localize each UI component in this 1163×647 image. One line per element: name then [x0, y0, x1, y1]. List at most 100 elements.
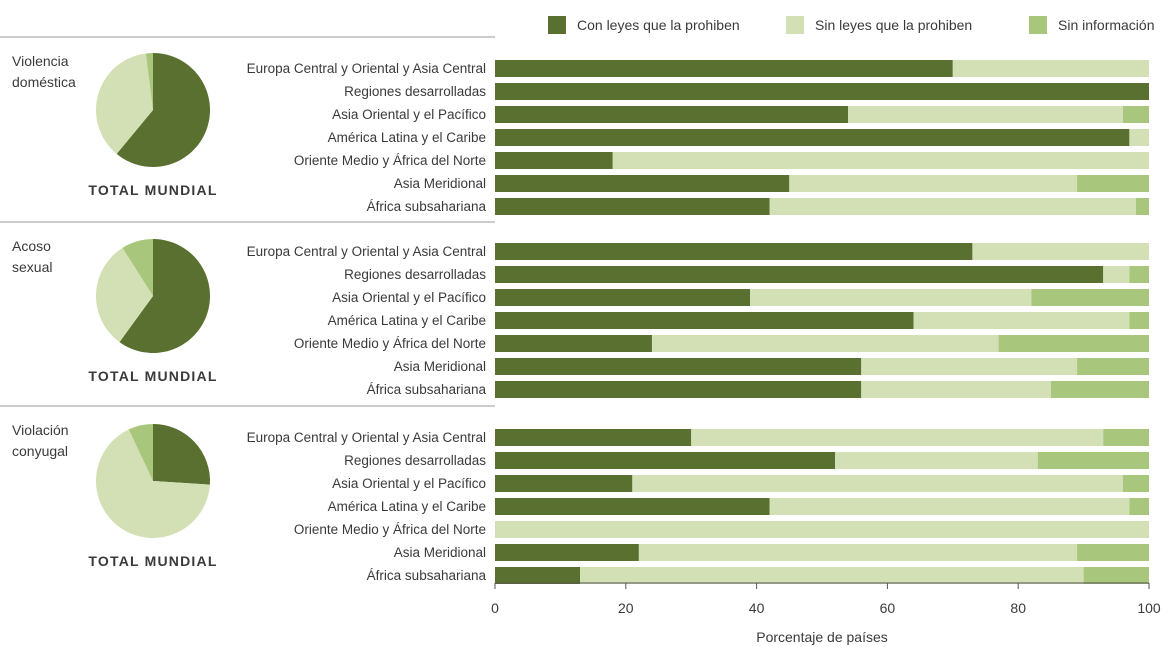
bar-segment — [495, 129, 1130, 146]
pie-slice — [96, 53, 153, 154]
bar-segment — [1103, 266, 1130, 283]
bar-segment — [1077, 358, 1149, 375]
bar-segment — [750, 289, 1032, 306]
pie-label: TOTAL MUNDIAL — [88, 368, 217, 384]
category-label: Asia Oriental y el Pacífico — [332, 107, 486, 122]
bar-segment — [1077, 544, 1149, 561]
bar-segment — [495, 83, 1149, 100]
x-tick-label: 100 — [1137, 600, 1161, 616]
bar-segment — [495, 381, 862, 398]
legend-swatch — [786, 16, 804, 34]
group-title: Acoso — [12, 238, 51, 254]
bar-segment — [495, 567, 581, 584]
bar-segment — [952, 60, 1149, 77]
legend: Con leyes que la prohiben Sin leyes que l… — [548, 16, 1155, 34]
bar-segment — [972, 243, 1149, 260]
category-label: América Latina y el Caribe — [328, 499, 486, 514]
bar-segment — [1122, 106, 1149, 123]
bar-segment — [848, 106, 1123, 123]
bar-segment — [651, 335, 999, 352]
bar-segment — [612, 152, 1149, 169]
pie-label: TOTAL MUNDIAL — [88, 553, 217, 569]
bar-segment — [998, 335, 1149, 352]
bar-segment — [495, 243, 973, 260]
pie-slice — [96, 247, 153, 343]
pie-slice — [96, 429, 210, 538]
legend-label: Con leyes que la prohiben — [577, 17, 740, 33]
category-label: Asia Meridional — [394, 359, 486, 374]
pie-slice — [153, 424, 211, 485]
x-tick-label: 20 — [618, 600, 634, 616]
pie-slice — [145, 53, 153, 110]
pie-slice — [122, 239, 153, 296]
bar-segment — [769, 198, 1136, 215]
chart-groups: Violencia doméstica TOTAL MUNDIAL Europa Ce… — [0, 36, 1149, 584]
bar-segment — [1122, 475, 1149, 492]
category-label: Oriente Medio y África del Norte — [294, 522, 486, 537]
bar-segment — [1031, 289, 1149, 306]
bar-segment — [495, 475, 633, 492]
bar-segment — [1103, 429, 1149, 446]
group-title: conyugal — [12, 443, 68, 459]
bar-segment — [1135, 198, 1149, 215]
bar-segment — [1129, 129, 1149, 146]
x-axis-title: Porcentaje de países — [756, 629, 888, 645]
group-title: Violencia — [12, 53, 69, 69]
bar-segment — [495, 60, 953, 77]
category-label: Europa Central y Oriental y Asia Central — [247, 244, 486, 259]
legend-swatch — [1029, 16, 1047, 34]
category-label: Regiones desarrolladas — [344, 267, 486, 282]
bar-segment — [495, 266, 1104, 283]
category-label: Asia Oriental y el Pacífico — [332, 290, 486, 305]
bar-segment — [1129, 266, 1149, 283]
legend-label: Sin información — [1058, 17, 1155, 33]
x-tick-label: 40 — [749, 600, 765, 616]
pie-chart — [96, 239, 211, 353]
bar-segment — [769, 498, 1130, 515]
category-label: América Latina y el Caribe — [328, 313, 486, 328]
bar-segment — [1050, 381, 1149, 398]
bar-segment — [495, 521, 1149, 538]
chart-group: Violencia doméstica TOTAL MUNDIAL Europa Ce… — [0, 36, 1149, 215]
bar-segment — [1129, 498, 1149, 515]
bar-segment — [835, 452, 1038, 469]
x-axis: 0 20 40 60 80 100 Porcentaje de países — [491, 582, 1161, 645]
bar-segment — [913, 312, 1130, 329]
bar-segment — [861, 358, 1078, 375]
category-label: África subsahariana — [367, 568, 487, 583]
bar-segment — [495, 198, 770, 215]
bar-segment — [691, 429, 1104, 446]
category-label: Europa Central y Oriental y Asia Central — [247, 430, 486, 445]
bar-segment — [1077, 175, 1149, 192]
x-tick-label: 0 — [491, 600, 499, 616]
category-label: Asia Meridional — [394, 545, 486, 560]
pie-slice — [128, 424, 153, 481]
bar-segment — [638, 544, 1078, 561]
group-title: sexual — [12, 259, 52, 275]
pie-slice — [119, 239, 211, 353]
group-title: Violación — [12, 422, 69, 438]
bar-segment — [632, 475, 1123, 492]
legend-label: Sin leyes que la prohiben — [815, 17, 972, 33]
category-label: Oriente Medio y África del Norte — [294, 336, 486, 351]
chart-group: Acoso sexual TOTAL MUNDIAL Europa Central y… — [0, 221, 1149, 398]
category-label: América Latina y el Caribe — [328, 130, 486, 145]
category-label: Regiones desarrolladas — [344, 84, 486, 99]
x-tick-label: 60 — [880, 600, 896, 616]
bar-segment — [495, 175, 790, 192]
bar-segment — [495, 358, 862, 375]
x-tick-label: 80 — [1010, 600, 1026, 616]
category-label: Oriente Medio y África del Norte — [294, 153, 486, 168]
bar-segment — [789, 175, 1078, 192]
bar-segment — [1037, 452, 1149, 469]
chart-group: Violación conyugal TOTAL MUNDIAL Europa Cen… — [0, 405, 1149, 584]
pie-chart — [96, 424, 211, 538]
bar-segment — [861, 381, 1051, 398]
legend-swatch — [548, 16, 566, 34]
pie-chart — [96, 53, 211, 167]
category-label: Asia Oriental y el Pacífico — [332, 476, 486, 491]
category-label: Regiones desarrolladas — [344, 453, 486, 468]
bar-segment — [495, 312, 914, 329]
bar-segment — [495, 106, 849, 123]
